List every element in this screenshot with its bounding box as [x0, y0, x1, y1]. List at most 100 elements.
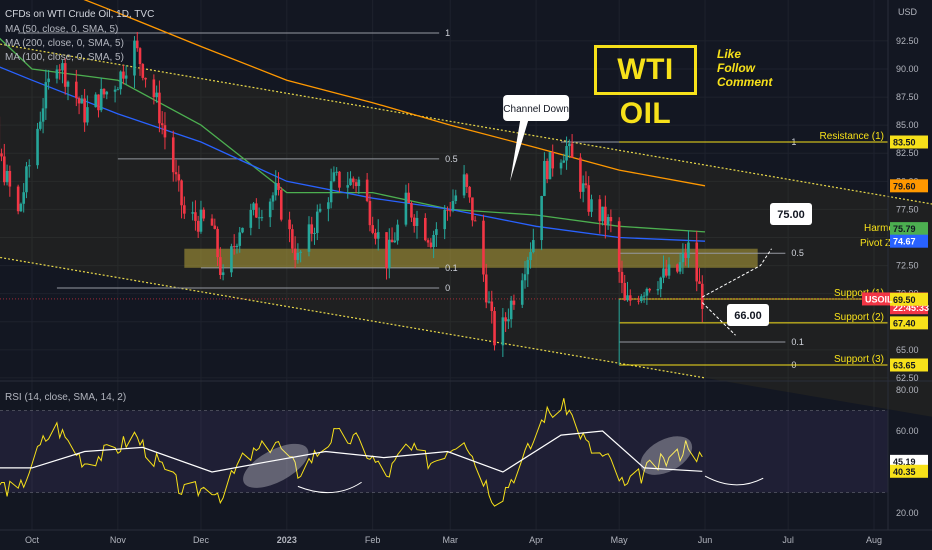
candle-body [667, 264, 671, 276]
x-tick-label: Nov [110, 535, 127, 545]
rsi-tag-label: 45.19 [893, 457, 916, 467]
candle-body [268, 201, 272, 218]
channel-down-callout-box [503, 95, 570, 121]
y-tick-label: 87.50 [896, 92, 919, 102]
candle-body [155, 92, 158, 98]
candle-body [368, 200, 372, 226]
channel-fill [0, 44, 932, 417]
candles [0, 31, 704, 357]
candle-body [601, 206, 604, 222]
candle-body [171, 137, 175, 173]
candle-body [299, 251, 302, 253]
candle-body [562, 160, 566, 163]
candle-body [626, 295, 629, 301]
candle-body [493, 311, 496, 346]
rsi-highlight [243, 443, 309, 488]
candle-body [532, 240, 535, 253]
level-label: Support (3) [834, 354, 884, 365]
price-tag-label: 79.60 [893, 181, 916, 191]
ma50-legend[interactable]: MA (50, close, 0, SMA, 5) [5, 24, 119, 35]
x-tick-label: Dec [193, 535, 210, 545]
candle-body [543, 160, 546, 196]
rsi-pane [0, 380, 932, 507]
candle-body [124, 75, 128, 79]
target-box [727, 304, 769, 326]
candle-body [307, 224, 311, 252]
price-tags: 83.5079.6075.7974.6769.5322:45:3369.5067… [862, 135, 929, 478]
candle-body [570, 143, 574, 158]
candle-body [296, 252, 300, 260]
candle-body [160, 123, 164, 126]
candle-body [55, 69, 59, 79]
candle-body [80, 98, 84, 104]
candle-body [19, 203, 23, 212]
candle-body [310, 224, 314, 234]
candle-body [598, 199, 602, 222]
candle-body [681, 252, 685, 263]
symbol-tag [862, 292, 890, 306]
price-tag-label: 74.67 [893, 237, 916, 247]
symbol-title[interactable]: CFDs on WTI Crude Oil, 1D, TVC [5, 9, 155, 20]
target-label: 75.00 [777, 209, 805, 221]
candle-body [487, 301, 491, 303]
rsi-legend[interactable]: RSI (14, close, SMA, 14, 2) [5, 392, 127, 403]
candle-body [410, 203, 413, 218]
candle-body [122, 71, 125, 79]
candle-body [385, 232, 388, 269]
ma200-legend[interactable]: MA (200, close, 0, SMA, 5) [5, 38, 124, 49]
candle-body [36, 128, 39, 166]
candle-body [559, 162, 563, 169]
candle-body [249, 209, 253, 228]
candle-body [177, 174, 181, 181]
y-tick-label: 72.50 [896, 261, 919, 271]
fib-label: 0.1 [791, 337, 804, 347]
annotations: Channel Down 75.00 66.00 [503, 95, 812, 365]
candle-body [235, 245, 239, 248]
x-tick-label: Oct [25, 535, 40, 545]
currency-label: USD [898, 7, 918, 17]
candle-body [77, 98, 81, 104]
candle-body [579, 157, 582, 192]
pivot-zone-label: Pivot Zone [860, 238, 908, 249]
rsi-tag [890, 454, 928, 468]
fib-label: 0.5 [791, 248, 804, 258]
candle-body [590, 199, 593, 212]
candle-body [390, 239, 394, 243]
candle-body [548, 152, 552, 180]
candle-body [279, 189, 283, 220]
candle-body [659, 277, 663, 290]
candle-body [116, 89, 120, 91]
candle-body [432, 234, 435, 248]
candle-body [255, 203, 258, 218]
candle-body [63, 63, 67, 87]
candle-body [216, 228, 219, 258]
candle-body [435, 229, 438, 235]
candle-body [656, 289, 660, 291]
price-tag-label: 67.40 [893, 318, 916, 328]
target-label: 66.00 [734, 310, 762, 322]
candle-body [133, 40, 136, 76]
candle-body [623, 282, 627, 301]
price-tag-label: 75.79 [893, 224, 916, 234]
candle-body [504, 317, 507, 322]
candle-body [628, 295, 632, 301]
candle-body [99, 88, 103, 111]
rsi-tag [890, 464, 928, 478]
rsi-arrow [704, 475, 764, 486]
candle-body [501, 317, 505, 346]
candle-body [678, 262, 682, 272]
rsi-highlight [640, 436, 693, 475]
candle-body [25, 166, 28, 193]
candle-body [412, 217, 416, 226]
candle-body [404, 192, 408, 225]
candle-body [174, 172, 178, 175]
candle-body [22, 192, 25, 204]
brand-title: WTI OIL [594, 45, 697, 130]
ma200-line [83, 0, 706, 187]
price-tag [890, 179, 928, 193]
candle-body [196, 220, 200, 232]
candle-body [642, 295, 646, 297]
ma100-legend[interactable]: MA (100, close, 0, SMA, 5) [5, 52, 124, 63]
candle-body [512, 300, 516, 305]
